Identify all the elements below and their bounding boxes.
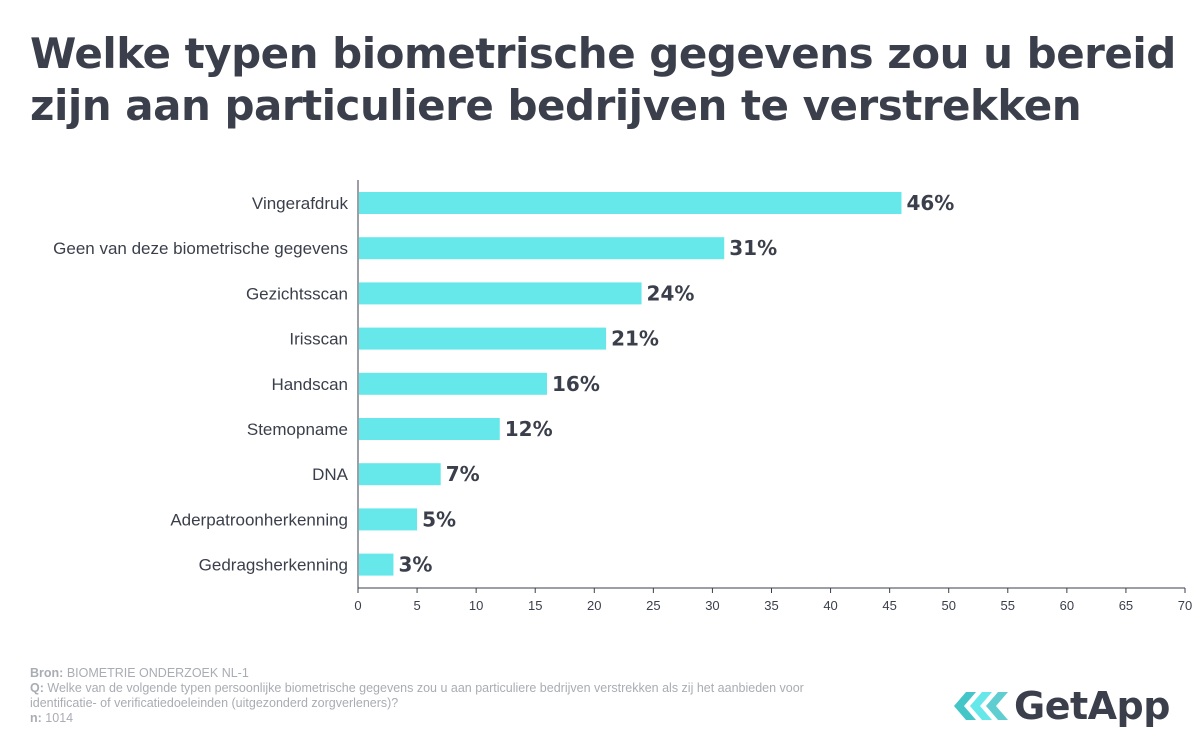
x-tick-label: 55: [1001, 598, 1015, 613]
source-line: Bron: BIOMETRIE ONDERZOEK NL-1: [30, 666, 870, 681]
getapp-chevrons-icon: [954, 692, 1008, 720]
category-label: Vingerafdruk: [252, 194, 349, 213]
category-label: Aderpatroonherkenning: [170, 510, 348, 529]
category-label: Stemopname: [247, 420, 348, 439]
bar-8: [359, 508, 418, 531]
value-label: 5%: [422, 507, 456, 531]
logo-text: GetApp: [1014, 684, 1170, 728]
category-label: Gezichtsscan: [246, 284, 348, 303]
source-value: BIOMETRIE ONDERZOEK NL-1: [66, 666, 249, 680]
x-tick-label: 60: [1060, 598, 1074, 613]
x-tick-label: 5: [413, 598, 420, 613]
x-axis-ticks: 0 5 10 15 20 25 30 35 40 45 50 55 60 65 70: [354, 588, 1192, 613]
value-label: 46%: [906, 191, 954, 215]
question-text: Welke van de volgende typen persoonlijke…: [30, 681, 804, 710]
value-label: 7%: [446, 462, 480, 486]
x-tick-label: 10: [469, 598, 483, 613]
bar-9: [359, 553, 394, 576]
x-tick-label: 70: [1178, 598, 1192, 613]
chart-title-line-2: zijn aan particuliere bedrijven te verst…: [30, 81, 1082, 130]
category-label: Geen van deze biometrische gegevens: [53, 239, 348, 258]
bar-2: [359, 237, 725, 260]
sample-size-line: n: 1014: [30, 711, 870, 726]
category-label: Handscan: [271, 375, 348, 394]
chart-title-line-1: Welke typen biometrische gegevens zou u …: [30, 29, 1176, 78]
category-label: Gedragsherkenning: [199, 556, 348, 575]
x-tick-label: 40: [823, 598, 837, 613]
x-tick-label: 20: [587, 598, 601, 613]
x-tick-label: 65: [1119, 598, 1133, 613]
bars-group: [359, 192, 902, 576]
value-label: 31%: [729, 236, 777, 260]
x-tick-label: 45: [882, 598, 896, 613]
bar-5: [359, 372, 548, 395]
sample-size-value: 1014: [45, 711, 74, 725]
category-label: Irisscan: [289, 330, 348, 349]
value-label: 21%: [611, 327, 659, 351]
category-labels: Vingerafdruk Geen van deze biometrische g…: [53, 194, 349, 575]
question-line: Q: Welke van de volgende typen persoonli…: [30, 681, 870, 711]
x-tick-label: 30: [705, 598, 719, 613]
source-label: Bron:: [30, 666, 64, 680]
value-labels: 46% 31% 24% 21% 16% 12% 7% 5% 3%: [398, 191, 954, 577]
value-label: 12%: [505, 417, 553, 441]
x-tick-label: 0: [354, 598, 361, 613]
bar-6: [359, 418, 500, 440]
bar-chart: Vingerafdruk Geen van deze biometrische g…: [53, 180, 1192, 613]
bar-1: [359, 192, 902, 214]
x-tick-label: 15: [528, 598, 542, 613]
x-tick-label: 35: [764, 598, 778, 613]
bar-4: [359, 327, 607, 350]
value-label: 16%: [552, 372, 600, 396]
value-label: 24%: [647, 281, 695, 305]
bar-7: [359, 463, 441, 486]
value-label: 3%: [398, 553, 432, 577]
category-label: DNA: [312, 465, 349, 484]
footer-notes: Bron: BIOMETRIE ONDERZOEK NL-1 Q: Welke …: [30, 666, 870, 726]
x-tick-label: 25: [646, 598, 660, 613]
question-label: Q:: [30, 681, 44, 695]
getapp-logo: GetApp: [952, 684, 1170, 728]
sample-size-label: n:: [30, 711, 42, 725]
bar-3: [359, 282, 642, 305]
x-tick-label: 50: [941, 598, 955, 613]
chart-title: Welke typen biometrische gegevens zou u …: [30, 28, 1200, 132]
